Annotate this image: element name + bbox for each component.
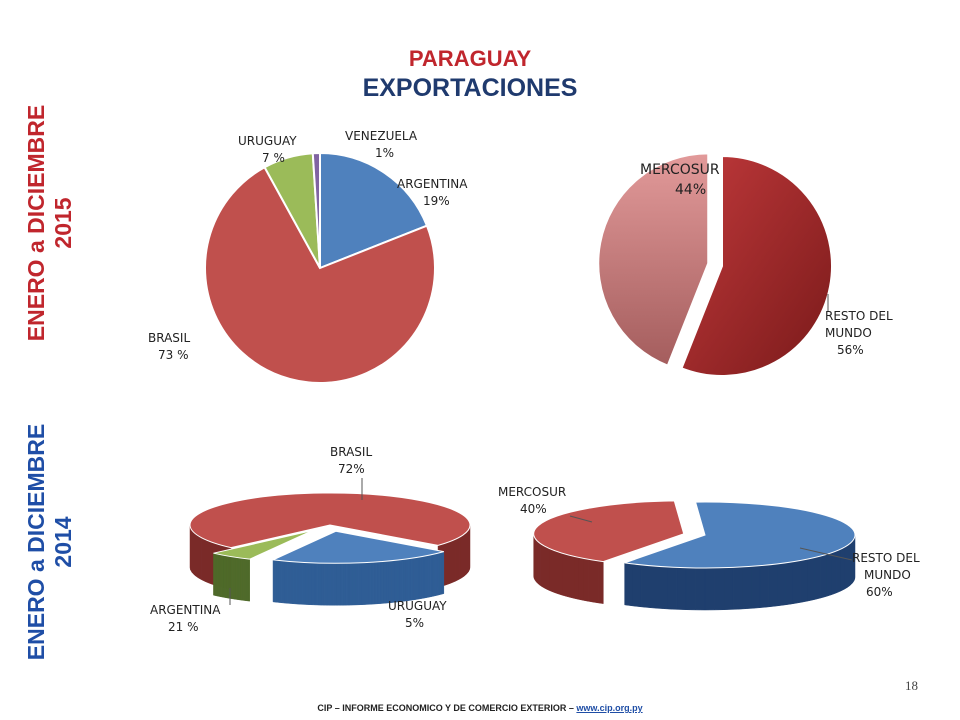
label-resto-2015: RESTO DEL MUNDO 56% [825,309,893,357]
leader-line [569,515,593,523]
label-venezuela-2015: VENEZUELA 1% [345,129,418,160]
slice-uruguay [213,530,313,560]
label-argentina-2015: ARGENTINA 19% [397,177,468,208]
label-mercosur-2015: MERCOSUR 44% [640,162,720,198]
footer-text: CIP – INFORME ECONOMICO Y DE COMERCIO EX… [317,703,577,713]
slice-venezuela [311,151,321,269]
footer: CIP – INFORME ECONOMICO Y DE COMERCIO EX… [0,703,960,713]
label-brasil-2014: BRASIL 72% [330,445,373,476]
slice-resto-del-mundo [680,154,833,377]
slice-mercosur-side [533,533,604,604]
slice-mercosur [597,152,710,367]
pie-2014-countries [189,492,471,606]
pie-2015-blocks [597,152,833,377]
slice-uruguay-side [213,552,250,602]
label-uruguay-2015: URUGUAY 7 % [238,134,297,165]
pie-2015-countries [204,151,436,384]
page-number: 18 [905,678,918,693]
slice-argentina [271,530,444,564]
slice-resto-del-mundo-side [624,534,856,611]
label-brasil-2015: BRASIL 73 % [148,331,191,362]
slice-resto-del-mundo [624,501,856,569]
pie-2014-blocks [533,500,856,611]
slice-argentina [319,151,429,270]
slice-brasil [204,165,436,384]
label-argentina-2014: ARGENTINA 21 % [150,603,221,634]
title-country: PARAGUAY [408,46,532,71]
label-resto-2014: RESTO DEL MUNDO 60% [852,551,920,599]
leader-lines [229,294,853,605]
slice-brasil [189,492,471,549]
label-mercosur-2014: MERCOSUR 40% [498,485,567,516]
footer-link[interactable]: www.cip.org.py [576,703,643,713]
label-uruguay-2014: URUGUAY 5% [388,599,447,630]
title-subject: EXPORTACIONES [362,74,578,102]
leader-line [799,547,853,561]
